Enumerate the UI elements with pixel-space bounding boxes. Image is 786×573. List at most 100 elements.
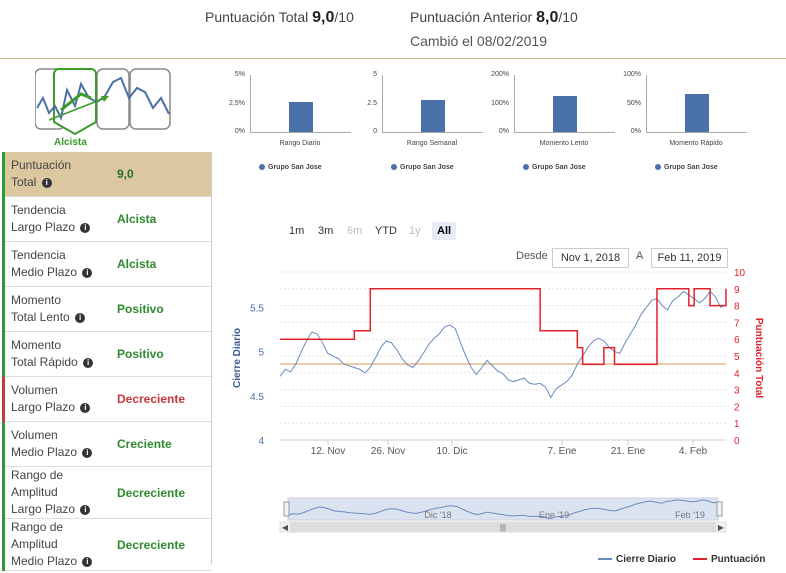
x-tick-label: 26. Nov xyxy=(371,446,405,457)
metric-label-line1: Tendencia xyxy=(11,203,66,217)
metric-label-line2: Medio Plazo xyxy=(11,265,78,279)
right-tick-label: 10 xyxy=(734,268,746,279)
previous-score-max: /10 xyxy=(558,9,578,25)
total-score-label: Puntuación Total xyxy=(205,9,309,25)
right-tick-label: 2 xyxy=(734,402,740,413)
info-icon[interactable]: i xyxy=(83,357,94,368)
date-to-label: A xyxy=(636,250,644,262)
metric-label: Tendencia Medio Plazo i xyxy=(3,241,111,287)
date-to-input[interactable]: Feb 11, 2019 xyxy=(651,248,728,268)
price-line xyxy=(279,290,727,399)
metric-row: Tendencia Medio Plazo i Alcista xyxy=(3,241,212,287)
info-icon[interactable]: i xyxy=(80,222,91,233)
metric-label-line1: Momento xyxy=(11,338,62,352)
right-tick-label: 4 xyxy=(734,369,740,380)
info-icon[interactable]: i xyxy=(82,447,93,458)
legend-puntuacion[interactable]: Puntuación xyxy=(693,554,765,565)
mini-category: Momento Lento xyxy=(539,140,589,147)
navigator-handle-right xyxy=(716,501,723,517)
metric-label-line1: Tendencia xyxy=(11,248,66,262)
left-tick-label: 5 xyxy=(258,348,264,359)
legend-line-icon xyxy=(598,558,612,561)
mini-chart-rango-semanal: 5 2.5 0 Rango Semanal Grupo San Jose xyxy=(357,70,487,180)
navigator-tick-label: Dic '18 xyxy=(424,510,451,520)
mini-tick: 0% xyxy=(498,128,509,135)
mini-tick: 50% xyxy=(626,100,641,107)
total-score: Puntuación Total 9,0/10 xyxy=(205,9,354,27)
metric-value: 9,0 xyxy=(111,152,212,197)
mini-tick: 2,5% xyxy=(229,100,245,107)
mini-legend: Grupo San Jose xyxy=(259,164,322,171)
left-tick-label: 4.5 xyxy=(250,392,264,403)
metric-label-line1: Volumen xyxy=(11,383,58,397)
metric-label-line2: Largo Plazo xyxy=(11,400,76,414)
previous-score-value: 8,0 xyxy=(536,9,559,26)
metric-label-line1: Momento xyxy=(11,293,62,307)
metric-label-line2: Largo Plazo xyxy=(11,220,76,234)
legend-puntuacion-label: Puntuación xyxy=(711,554,766,565)
total-score-value: 9,0 xyxy=(312,9,335,26)
metric-value: Positivo xyxy=(111,286,212,332)
mini-chart-rango-diario: 5% 2,5% 0% Rango Diario Grupo San Jose xyxy=(225,70,355,180)
metric-label: Rango de Amplitud Largo Plazo i xyxy=(3,466,111,519)
trend-logo xyxy=(35,68,171,136)
range-ytd-button[interactable]: YTD xyxy=(375,225,397,237)
metric-label-line1: Volumen xyxy=(11,428,58,442)
mini-tick: 100% xyxy=(491,100,509,107)
mini-legend: Grupo San Jose xyxy=(655,164,718,171)
mini-plot xyxy=(382,75,483,133)
metric-value: Creciente xyxy=(111,421,212,467)
navigator-tick-label: Feb '19 xyxy=(675,510,705,520)
info-icon[interactable]: i xyxy=(80,504,91,515)
metric-value: Decreciente xyxy=(111,376,212,422)
metric-label-line2: Total xyxy=(11,175,37,189)
mini-legend: Grupo San Jose xyxy=(523,164,586,171)
info-icon[interactable]: i xyxy=(75,312,86,323)
metric-label-line1: Rango de Amplitud xyxy=(11,520,64,551)
metric-label-line2: Medio Plazo xyxy=(11,554,78,568)
info-icon[interactable]: i xyxy=(82,556,93,567)
score-header: Puntuación Total 9,0/10 Puntuación Anter… xyxy=(0,0,786,59)
legend-dot-icon xyxy=(523,164,529,171)
metric-label-line1: Rango de Amplitud xyxy=(11,468,64,499)
right-tick-label: 3 xyxy=(734,386,740,397)
metric-value: Decreciente xyxy=(111,466,212,519)
range-all-button[interactable]: All xyxy=(432,222,457,240)
legend-line-icon xyxy=(693,558,707,561)
trend-logo-label: Alcista xyxy=(54,137,87,148)
mini-bar xyxy=(553,96,577,132)
range-3m-button[interactable]: 3m xyxy=(318,225,334,237)
mini-tick: 100% xyxy=(623,71,641,78)
date-from-input[interactable]: Nov 1, 2018 xyxy=(552,248,629,268)
mini-bar xyxy=(421,100,445,132)
mini-legend-label: Grupo San Jose xyxy=(532,164,586,171)
metric-label-line2: Largo Plazo xyxy=(11,502,76,516)
metric-row: Volumen Medio Plazo i Creciente xyxy=(3,421,212,467)
legend-dot-icon xyxy=(259,164,265,171)
metrics-table: Puntuación Total i 9,0 Tendencia Largo Pla… xyxy=(2,152,212,571)
metric-label-line2: Total Rápido xyxy=(11,355,78,369)
metric-label: Momento Total Lento i xyxy=(3,286,111,332)
range-1m-button[interactable]: 1m xyxy=(289,225,305,237)
metric-label-line2: Medio Plazo xyxy=(11,445,78,459)
right-tick-label: 5 xyxy=(734,352,740,363)
navigator-line xyxy=(287,499,719,520)
mini-legend-label: Grupo San Jose xyxy=(268,164,322,171)
mini-tick: 0 xyxy=(373,128,377,135)
mini-bar xyxy=(289,102,313,132)
metric-label: Momento Total Rápido i xyxy=(3,331,111,377)
right-tick-label: 7 xyxy=(734,318,740,329)
metric-label: Volumen Medio Plazo i xyxy=(3,421,111,467)
info-icon[interactable]: i xyxy=(80,402,91,413)
scroll-grip-icon: ||| xyxy=(500,523,506,532)
range-1y-button[interactable]: 1y xyxy=(409,225,421,237)
info-icon[interactable]: i xyxy=(41,177,52,188)
logo-arrow xyxy=(48,97,106,121)
legend-cierre[interactable]: Cierre Diario xyxy=(598,554,676,565)
mini-tick: 5 xyxy=(373,71,377,78)
scrollbar-track xyxy=(279,521,727,533)
info-icon[interactable]: i xyxy=(82,267,93,278)
metric-row: Volumen Largo Plazo i Decreciente xyxy=(3,376,212,422)
range-6m-button[interactable]: 6m xyxy=(347,225,363,237)
mini-tick: 0% xyxy=(630,128,641,135)
